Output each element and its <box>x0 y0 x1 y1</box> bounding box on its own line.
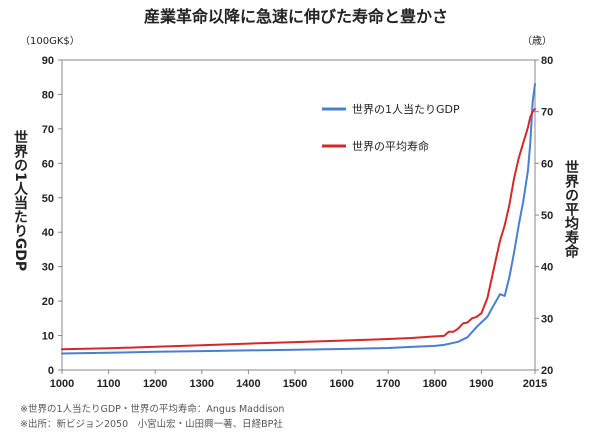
gdp-series-line <box>61 83 536 355</box>
legend: 世界の1人当たりGDP 世界の平均寿命 <box>322 102 460 153</box>
left-y-axis: 0 10 20 30 40 50 60 70 80 90 <box>42 55 62 377</box>
right-axis-unit: （歳） <box>522 35 552 47</box>
x-tick-label: 1500 <box>283 378 307 390</box>
chart-title: 産業革命以降に急速に伸びた寿命と豊かさ <box>144 7 448 26</box>
x-tick-label: 1600 <box>329 378 353 390</box>
left-y-tick-label: 0 <box>48 365 54 377</box>
right-y-tick-label: 50 <box>541 210 553 222</box>
left-y-tick-label: 60 <box>42 158 54 170</box>
left-y-tick-label: 20 <box>42 296 54 308</box>
lifespan-series-line <box>61 108 536 351</box>
right-y-axis-title: 世界の平均寿命 <box>563 159 580 259</box>
x-tick-label: 1900 <box>469 378 493 390</box>
right-y-tick-label: 40 <box>541 262 553 274</box>
left-y-tick-label: 80 <box>42 89 54 101</box>
left-y-axis-title: 世界の1人当たりGDP <box>12 129 28 271</box>
x-axis: 1000 1100 1200 1300 1400 1500 1600 1700 1800 1900… <box>50 370 547 390</box>
x-tick-label: 1300 <box>190 378 214 390</box>
right-y-tick-label: 80 <box>541 55 553 67</box>
right-y-axis: 20 30 40 50 60 70 80 <box>535 55 553 377</box>
left-y-tick-label: 90 <box>42 55 54 67</box>
right-y-tick-label: 20 <box>541 365 553 377</box>
left-y-tick-label: 10 <box>42 331 54 343</box>
right-y-tick-label: 30 <box>541 313 553 325</box>
left-y-tick-label: 70 <box>42 124 54 136</box>
x-tick-label: 1200 <box>143 378 167 390</box>
right-y-tick-label: 60 <box>541 158 553 170</box>
left-axis-unit: （100GK$） <box>20 35 80 47</box>
left-y-tick-label: 30 <box>42 262 54 274</box>
left-y-tick-label: 50 <box>42 193 54 205</box>
x-tick-label: 1700 <box>376 378 400 390</box>
right-y-tick-label: 70 <box>541 107 553 119</box>
left-y-tick-label: 40 <box>42 227 54 239</box>
source-note-2: ※出所：新ビジョン2050 小宮山宏・山田興一著、日経BP社 <box>20 418 283 430</box>
x-tick-label: 1400 <box>236 378 260 390</box>
x-tick-label: 1800 <box>423 378 447 390</box>
legend-label-lifespan: 世界の平均寿命 <box>352 139 429 153</box>
series-lines <box>61 83 536 355</box>
x-tick-label: 2015 <box>523 378 547 390</box>
x-tick-label: 1100 <box>97 378 121 390</box>
legend-label-gdp: 世界の1人当たりGDP <box>352 102 460 116</box>
x-tick-label: 1000 <box>50 378 74 390</box>
source-note-1: ※世界の1人当たりGDP・世界の平均寿命：Angus Maddison <box>20 403 284 415</box>
